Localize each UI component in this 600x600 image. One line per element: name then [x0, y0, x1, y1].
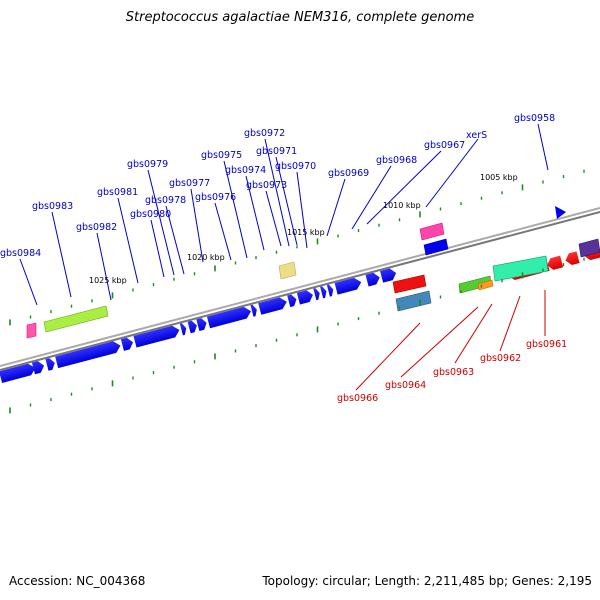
- label-gbs0979: gbs0979: [127, 159, 168, 170]
- label-gbs0983: gbs0983: [32, 201, 73, 212]
- gene-arrow: [179, 323, 187, 336]
- scale-label-1020: 1020 kbp: [187, 253, 225, 262]
- label-gbs0981: gbs0981: [97, 187, 138, 198]
- gene-arrow: [187, 320, 197, 334]
- gene-arrow: [296, 290, 313, 305]
- label-gbs0961: gbs0961: [526, 339, 567, 350]
- label-gbs0968: gbs0968: [376, 155, 417, 166]
- gene-arrow: [380, 268, 397, 283]
- gene-arrow: [258, 297, 287, 315]
- feature-pink-left: [26, 322, 37, 339]
- gene-arrow: [547, 255, 564, 270]
- gene-arrow: [250, 304, 257, 317]
- label-gbs0970: gbs0970: [275, 161, 316, 172]
- gene-arrow: [206, 306, 252, 329]
- label-gbs0978: gbs0978: [145, 195, 186, 206]
- map-title: Streptococcus agalactiae NEM316, complet…: [125, 10, 475, 25]
- feature-pink-right: [419, 222, 445, 241]
- label-gbs0976: gbs0976: [195, 192, 236, 203]
- label-gbs0963: gbs0963: [433, 367, 474, 378]
- feature-purple: [578, 238, 600, 258]
- feature-blocks: [26, 206, 600, 339]
- top-leader-lines: [19, 123, 549, 306]
- gene-arrow: [565, 251, 580, 265]
- top-gene-labels: gbs0958 xerS gbs0967 gbs0968 gbs0969 gbs…: [0, 113, 555, 259]
- label-gbs0980: gbs0980: [130, 209, 171, 220]
- feature-steelblue: [395, 290, 432, 312]
- feature-red-box: [392, 274, 427, 294]
- label-gbs0974: gbs0974: [225, 165, 266, 176]
- feature-blue-small: [555, 206, 566, 219]
- scale-labels: 1005 kbp 1010 kbp 1015 kbp 1020 kbp 1025…: [89, 173, 518, 285]
- scale-label-1025: 1025 kbp: [89, 276, 127, 285]
- label-gbs0962: gbs0962: [480, 353, 521, 364]
- scale-ticks: [9, 169, 585, 414]
- scale-label-1005: 1005 kbp: [480, 173, 518, 182]
- genome-summary-text: Topology: circular; Length: 2,211,485 bp…: [262, 574, 592, 588]
- gene-arrow: [326, 284, 334, 297]
- label-gbs0977: gbs0977: [169, 178, 210, 189]
- gene-arrow: [0, 363, 36, 383]
- label-gbs0973: gbs0973: [246, 180, 287, 191]
- label-gbs0975: gbs0975: [201, 150, 242, 161]
- backbone: [0, 207, 600, 371]
- label-gbs0969: gbs0969: [328, 168, 369, 179]
- label-xerS: xerS: [466, 130, 487, 141]
- feature-lime: [43, 305, 109, 333]
- label-gbs0966: gbs0966: [337, 393, 378, 404]
- bottom-gene-labels: gbs0961 gbs0962 gbs0963 gbs0964 gbs0966: [337, 339, 567, 404]
- accession-text: Accession: NC_004368: [9, 574, 146, 588]
- label-gbs0964: gbs0964: [385, 380, 426, 391]
- gene-arrow: [334, 277, 362, 295]
- gene-arrow: [196, 318, 207, 332]
- scale-label-1015: 1015 kbp: [287, 228, 325, 237]
- gene-arrow: [133, 325, 180, 348]
- gene-arrow: [365, 272, 380, 287]
- feature-aquamarine: [492, 255, 549, 282]
- forward-genes: [0, 268, 397, 383]
- gene-arrow: [287, 294, 297, 308]
- gene-arrow: [320, 286, 327, 299]
- gene-arrow: [55, 341, 121, 369]
- label-gbs0958: gbs0958: [514, 113, 555, 124]
- gene-arrow: [45, 358, 55, 371]
- label-gbs0971: gbs0971: [256, 146, 297, 157]
- scale-label-1010: 1010 kbp: [383, 201, 421, 210]
- gene-arrow: [120, 337, 134, 351]
- bottom-leader-lines: [355, 290, 546, 391]
- label-gbs0972: gbs0972: [244, 128, 285, 139]
- label-gbs0967: gbs0967: [424, 140, 465, 151]
- label-gbs0984: gbs0984: [0, 248, 41, 259]
- feature-khaki: [278, 261, 297, 280]
- label-gbs0982: gbs0982: [76, 222, 117, 233]
- feature-blue-box: [423, 238, 449, 256]
- gene-arrow: [313, 288, 320, 301]
- gene-arrow: [31, 361, 45, 375]
